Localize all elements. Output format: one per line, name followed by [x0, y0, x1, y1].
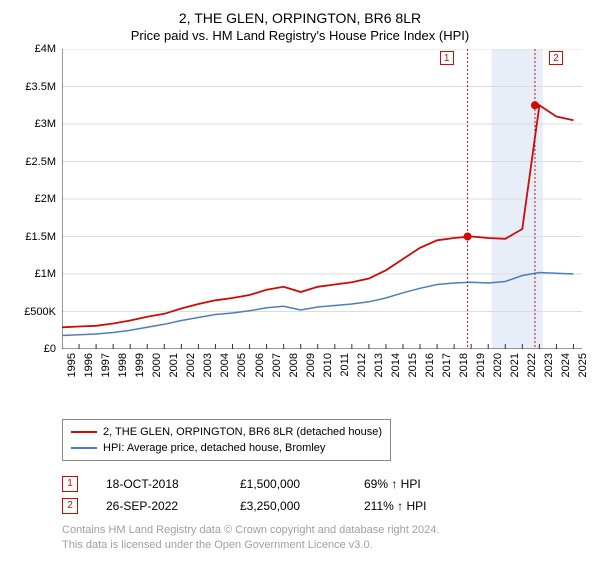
x-tick-label: 1997 [100, 353, 112, 377]
chart-container: 2, THE GLEN, ORPINGTON, BR6 8LR Price pa… [0, 0, 600, 563]
x-tick-label: 1996 [83, 353, 95, 377]
x-tick-label: 2005 [236, 353, 248, 377]
x-tick-label: 2002 [185, 353, 197, 377]
x-tick-label: 2001 [168, 353, 180, 377]
sale-row: 1 18-OCT-2018 £1,500,000 69% ↑ HPI [62, 473, 578, 495]
sale-date: 26-SEP-2022 [106, 499, 236, 513]
sale-marker-label: 2 [549, 51, 563, 65]
legend-item: 2, THE GLEN, ORPINGTON, BR6 8LR (detache… [71, 424, 382, 440]
footer-line-2: This data is licensed under the Open Gov… [62, 538, 578, 553]
plot-area: £0£500K£1M£1.5M£2M£2.5M£3M£3.5M£4M 19951… [12, 49, 588, 379]
x-tick-label: 2025 [577, 353, 589, 377]
x-tick-label: 2004 [219, 353, 231, 377]
x-tick-label: 2020 [492, 353, 504, 377]
sale-diff: 211% ↑ HPI [364, 499, 494, 513]
legend-box: 2, THE GLEN, ORPINGTON, BR6 8LR (detache… [62, 419, 391, 461]
x-tick-label: 2015 [407, 353, 419, 377]
y-tick-label: £3.5M [25, 81, 56, 93]
x-tick-label: 2011 [339, 353, 351, 377]
y-axis-labels: £0£500K£1M£1.5M£2M£2.5M£3M£3.5M£4M [12, 49, 60, 349]
legend-label: 2, THE GLEN, ORPINGTON, BR6 8LR (detache… [103, 426, 382, 438]
y-tick-label: £2.5M [25, 156, 56, 168]
x-tick-label: 2010 [322, 353, 334, 377]
plot-svg [62, 49, 582, 349]
x-axis-labels: 1995 1996 1997 1998 1999 2000 2001 2002 2003 2004… [62, 353, 582, 403]
sale-index-box: 1 [62, 476, 78, 492]
x-tick-label: 2016 [424, 353, 436, 377]
sale-index-box: 2 [62, 498, 78, 514]
sale-marker-label: 1 [440, 51, 454, 65]
sale-price: £3,250,000 [240, 499, 360, 513]
x-tick-label: 2006 [254, 353, 266, 377]
x-tick-label: 2008 [288, 353, 300, 377]
x-tick-label: 2021 [509, 353, 521, 377]
y-tick-label: £500K [24, 306, 56, 318]
x-tick-label: 2013 [373, 353, 385, 377]
sale-date: 18-OCT-2018 [106, 477, 236, 491]
x-tick-label: 2023 [543, 353, 555, 377]
y-tick-label: £0 [44, 343, 56, 355]
y-tick-label: £1.5M [25, 231, 56, 243]
legend-swatch [71, 431, 97, 433]
x-tick-label: 2003 [202, 353, 214, 377]
x-tick-label: 2009 [305, 353, 317, 377]
legend-swatch [71, 447, 97, 449]
footer-attribution: Contains HM Land Registry data © Crown c… [62, 523, 578, 553]
x-tick-label: 2022 [526, 353, 538, 377]
sale-diff: 69% ↑ HPI [364, 477, 494, 491]
y-tick-label: £4M [35, 43, 56, 55]
footer-line-1: Contains HM Land Registry data © Crown c… [62, 523, 578, 538]
x-tick-label: 1998 [117, 353, 129, 377]
x-tick-label: 2014 [390, 353, 402, 377]
x-tick-label: 2007 [271, 353, 283, 377]
x-tick-label: 2000 [151, 353, 163, 377]
x-tick-label: 1999 [134, 353, 146, 377]
legend-item: HPI: Average price, detached house, Brom… [71, 440, 382, 456]
x-tick-label: 2012 [356, 353, 368, 377]
x-tick-label: 2017 [441, 353, 453, 377]
x-tick-label: 1995 [66, 353, 78, 377]
sale-row: 2 26-SEP-2022 £3,250,000 211% ↑ HPI [62, 495, 578, 517]
chart-subtitle: Price paid vs. HM Land Registry's House … [12, 28, 588, 43]
x-tick-label: 2019 [475, 353, 487, 377]
sale-table: 1 18-OCT-2018 £1,500,000 69% ↑ HPI 2 26-SEP-2… [62, 473, 578, 517]
x-tick-label: 2018 [458, 353, 470, 377]
legend-label: HPI: Average price, detached house, Brom… [103, 442, 325, 454]
chart-title: 2, THE GLEN, ORPINGTON, BR6 8LR [12, 10, 588, 26]
y-tick-label: £1M [35, 268, 56, 280]
y-tick-label: £2M [35, 193, 56, 205]
sale-price: £1,500,000 [240, 477, 360, 491]
x-tick-label: 2024 [560, 353, 572, 377]
y-tick-label: £3M [35, 118, 56, 130]
